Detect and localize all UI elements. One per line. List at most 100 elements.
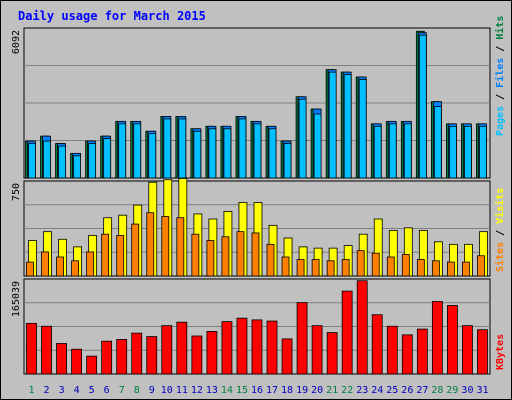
kbytes-bar [296, 302, 308, 375]
x-tick-label: 22 [341, 385, 353, 396]
sites-bar [311, 259, 320, 277]
legend-visits: Visits [494, 188, 506, 224]
sites-bar [386, 256, 395, 277]
sites-bar [281, 256, 290, 277]
sites-bar [116, 235, 125, 277]
pages-bar [178, 118, 187, 179]
x-tick-label: 21 [326, 385, 338, 396]
kbytes-bar [116, 339, 128, 375]
kbytes-bar [447, 305, 458, 375]
kbytes-bar [101, 340, 113, 375]
kbytes-bar [176, 321, 188, 375]
sites-bar [236, 231, 245, 277]
x-tick-label: 11 [176, 385, 188, 396]
kbytes-bar [236, 317, 248, 375]
sites-bar [477, 255, 485, 277]
x-tick-label: 29 [446, 385, 458, 396]
legend-pages: Pages [495, 106, 506, 136]
kbytes-bar [462, 325, 473, 375]
kbytes-bar [71, 348, 82, 375]
x-tick-label: 5 [89, 385, 95, 396]
legend-panel-1: Pages / Files / Hits [494, 16, 506, 136]
x-tick-label: 13 [206, 385, 218, 396]
kbytes-bar [356, 280, 368, 375]
legend-separator: / [495, 88, 506, 106]
x-tick-label: 9 [149, 385, 155, 396]
x-tick-label: 17 [266, 385, 278, 396]
sites-bar [341, 259, 350, 277]
kbytes-bar [251, 319, 263, 375]
kbytes-bar [41, 325, 52, 375]
legend-panel-2: Sites / Visits [494, 188, 506, 272]
pages-bar [343, 74, 352, 179]
sites-bar [41, 251, 49, 277]
kbytes-bar [191, 335, 203, 375]
sites-bar [56, 256, 64, 277]
x-tick-label: 23 [356, 385, 368, 396]
x-tick-label: 10 [161, 385, 173, 396]
pages-bar [388, 123, 397, 179]
kbytes-bar [206, 331, 218, 375]
kbytes-bar [86, 355, 98, 375]
pages-bar [418, 34, 427, 179]
kbytes-bar [386, 325, 398, 375]
kbytes-bar [311, 325, 323, 375]
legend-hits: Hits [494, 16, 506, 40]
pages-bar [133, 123, 142, 179]
x-tick-label: 2 [44, 385, 50, 396]
pages-bar [58, 145, 66, 179]
pages-bar [193, 130, 202, 179]
sites-bar [251, 232, 260, 277]
kbytes-bar [146, 336, 158, 375]
kbytes-bar [26, 322, 37, 375]
pages-bar [298, 98, 307, 179]
pages-bar [253, 123, 262, 179]
x-tick-label: 7 [119, 385, 125, 396]
sites-bar [401, 254, 410, 277]
sites-bar [161, 216, 170, 277]
kbytes-bar [431, 301, 443, 375]
kbytes-bar [131, 332, 143, 375]
x-tick-label: 1 [29, 385, 35, 396]
sites-bar [462, 261, 470, 277]
sites-bar [416, 259, 425, 277]
kbytes-bar [221, 321, 233, 375]
pages-bar [464, 125, 472, 179]
pages-bar [328, 71, 337, 179]
pages-bar [403, 123, 412, 179]
pages-bar [118, 123, 127, 179]
legend-panel-3: KBytes [495, 334, 506, 370]
pages-bar [479, 125, 487, 179]
sites-bar [101, 233, 110, 277]
sites-bar [371, 252, 380, 277]
kbytes-bar [477, 329, 488, 375]
pages-bar [163, 118, 172, 179]
pages-bar [283, 143, 292, 179]
pages-bar [268, 128, 277, 179]
x-tick-label: 24 [371, 385, 383, 396]
chart-title: Daily usage for March 2015 [18, 9, 206, 23]
x-tick-label: 18 [281, 385, 293, 396]
x-tick-label: 3 [59, 385, 65, 396]
legend-kbytes: KBytes [495, 334, 506, 370]
x-tick-label: 16 [251, 385, 263, 396]
x-tick-label: 15 [236, 385, 248, 396]
x-tick-label: 6 [104, 385, 110, 396]
sites-bar [131, 223, 140, 277]
sites-bar [296, 259, 305, 277]
pages-bar [88, 143, 97, 179]
sites-bar [71, 260, 79, 277]
kbytes-bar [341, 290, 353, 375]
pages-bar [73, 155, 81, 179]
legend-separator: / [495, 40, 506, 58]
legend-sites: Sites [494, 242, 506, 272]
pages-bar [28, 143, 36, 179]
pages-bar [223, 128, 232, 179]
x-tick-label: 26 [401, 385, 413, 396]
kbytes-bar [266, 320, 278, 375]
sites-bar [431, 260, 440, 277]
x-tick-label: 14 [221, 385, 233, 396]
x-tick-label: 12 [191, 385, 203, 396]
sites-bar [191, 233, 200, 277]
